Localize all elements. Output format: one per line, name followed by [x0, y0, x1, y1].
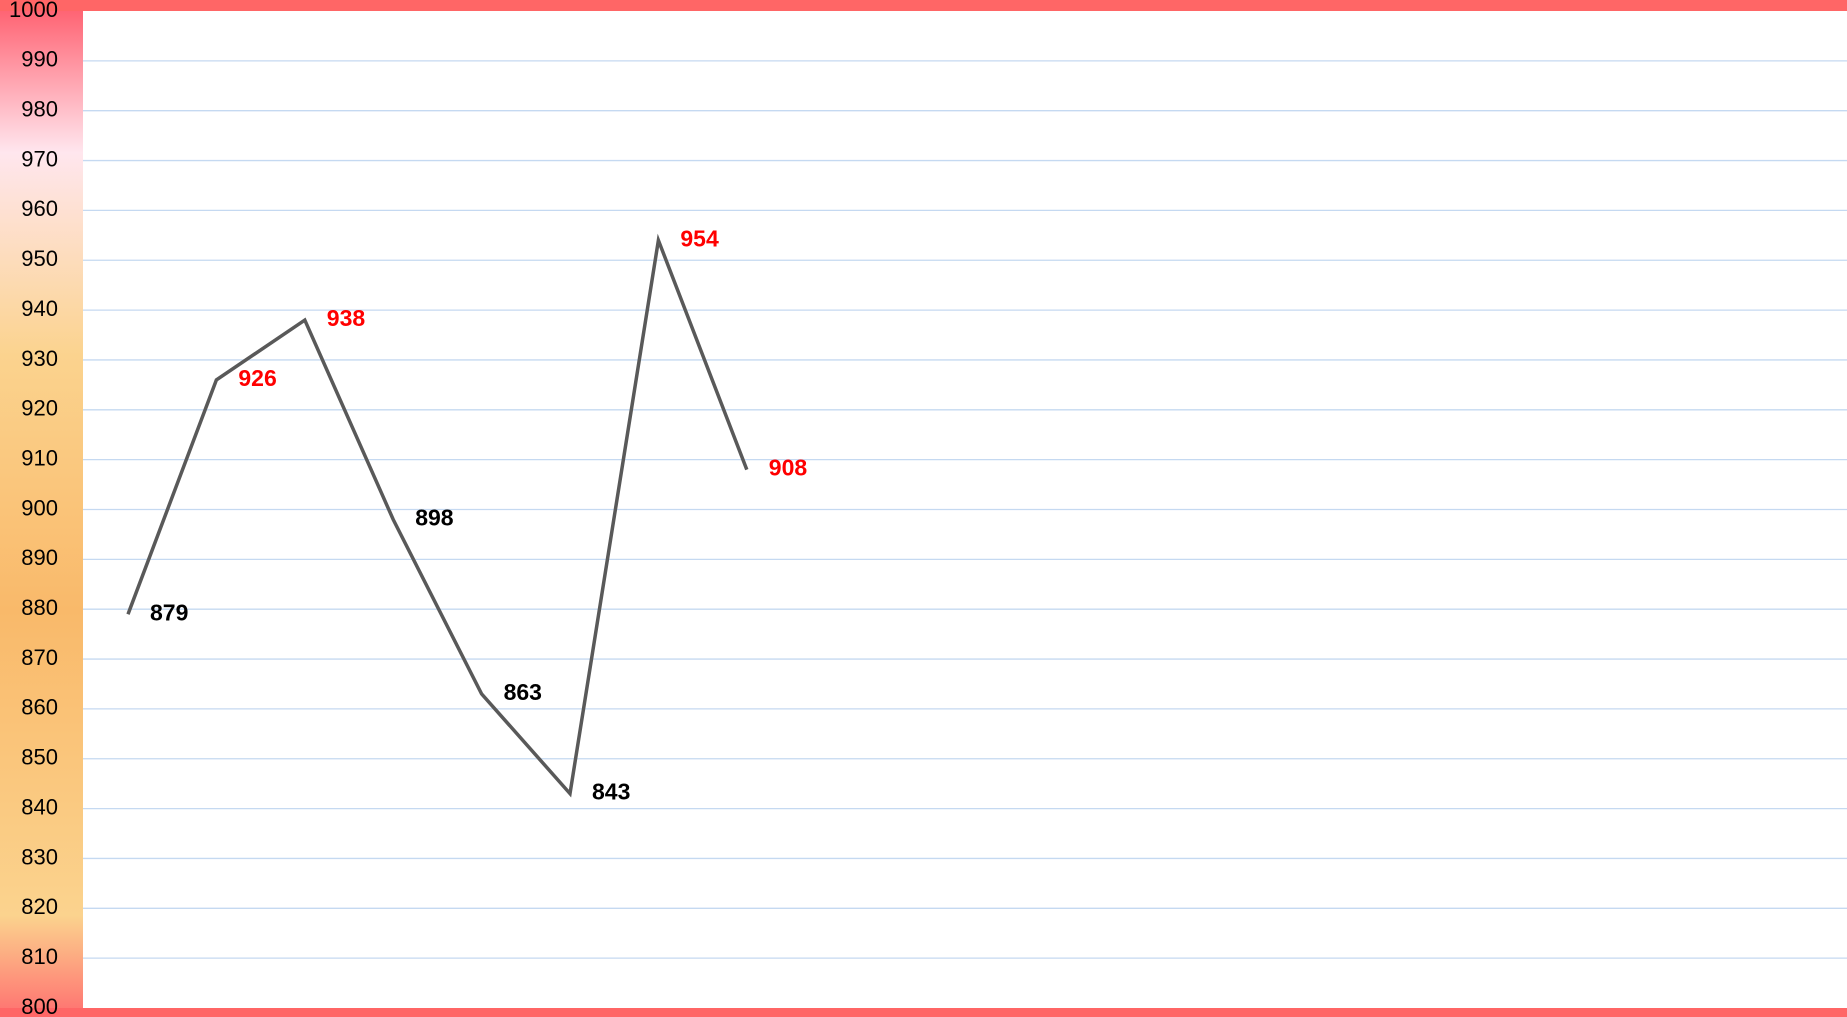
y-tick-label: 870	[21, 645, 58, 670]
y-tick-label: 830	[21, 844, 58, 869]
data-label: 926	[238, 365, 276, 391]
data-label: 908	[769, 455, 808, 481]
y-tick-label: 820	[21, 894, 58, 919]
data-label: 938	[327, 305, 366, 331]
y-tick-label: 810	[21, 944, 58, 969]
y-tick-label: 890	[21, 545, 58, 570]
data-label: 898	[415, 505, 454, 531]
y-tick-label: 1000	[9, 0, 58, 22]
y-axis-band	[0, 0, 83, 1017]
data-label: 863	[504, 679, 542, 705]
y-tick-label: 840	[21, 794, 58, 819]
data-label: 954	[680, 225, 719, 251]
data-label: 843	[592, 779, 630, 805]
y-axis-ticks: 1000 990 980 970 960 950 940 930 920 910 900 890 880…	[9, 0, 58, 1017]
gridlines	[83, 60, 1847, 959]
data-label: 879	[150, 599, 188, 625]
y-tick-label: 850	[21, 745, 58, 770]
series-line-layer	[126, 233, 749, 798]
y-tick-label: 910	[21, 445, 58, 470]
y-tick-label: 800	[21, 994, 58, 1017]
y-tick-label: 860	[21, 695, 58, 720]
y-tick-label: 990	[21, 47, 58, 72]
y-tick-label: 930	[21, 346, 58, 371]
y-tick-label: 880	[21, 595, 58, 620]
data-labels: 879 926 938 898 863 843 954 908	[150, 225, 807, 804]
y-tick-label: 970	[21, 146, 58, 171]
y-tick-label: 920	[21, 396, 58, 421]
y-tick-label: 960	[21, 196, 58, 221]
frame-bottom-border	[0, 1008, 1847, 1017]
y-tick-label: 940	[21, 296, 58, 321]
frame-top-border	[0, 0, 1847, 11]
y-tick-label: 950	[21, 246, 58, 271]
series-line	[126, 233, 749, 798]
y-tick-label: 900	[21, 495, 58, 520]
y-tick-label: 980	[21, 97, 58, 122]
